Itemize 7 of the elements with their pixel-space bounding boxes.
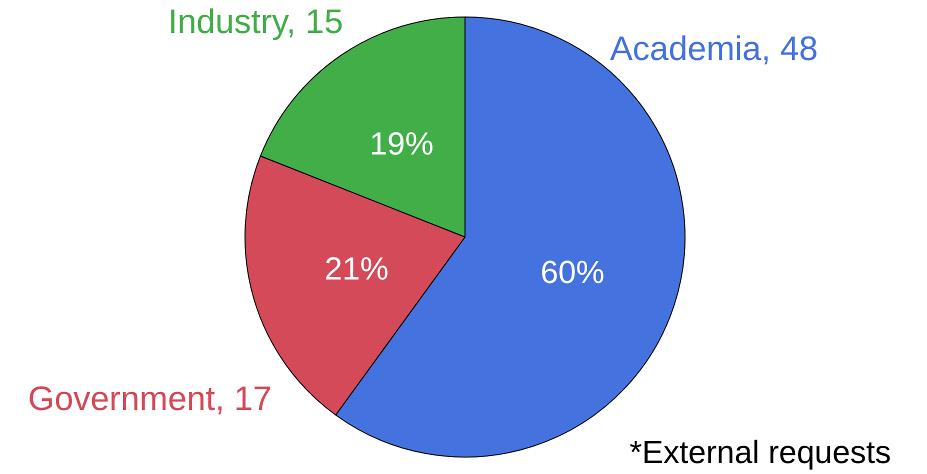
slice-label: Industry, 15 bbox=[168, 3, 344, 41]
data-label: 21% bbox=[324, 250, 389, 287]
data-label: 19% bbox=[369, 126, 434, 162]
text: *External requests bbox=[630, 434, 891, 470]
slice-label: Academia, 48 bbox=[610, 30, 818, 68]
data-label: 60% bbox=[540, 254, 604, 290]
slice-label: Government, 17 bbox=[28, 380, 272, 418]
